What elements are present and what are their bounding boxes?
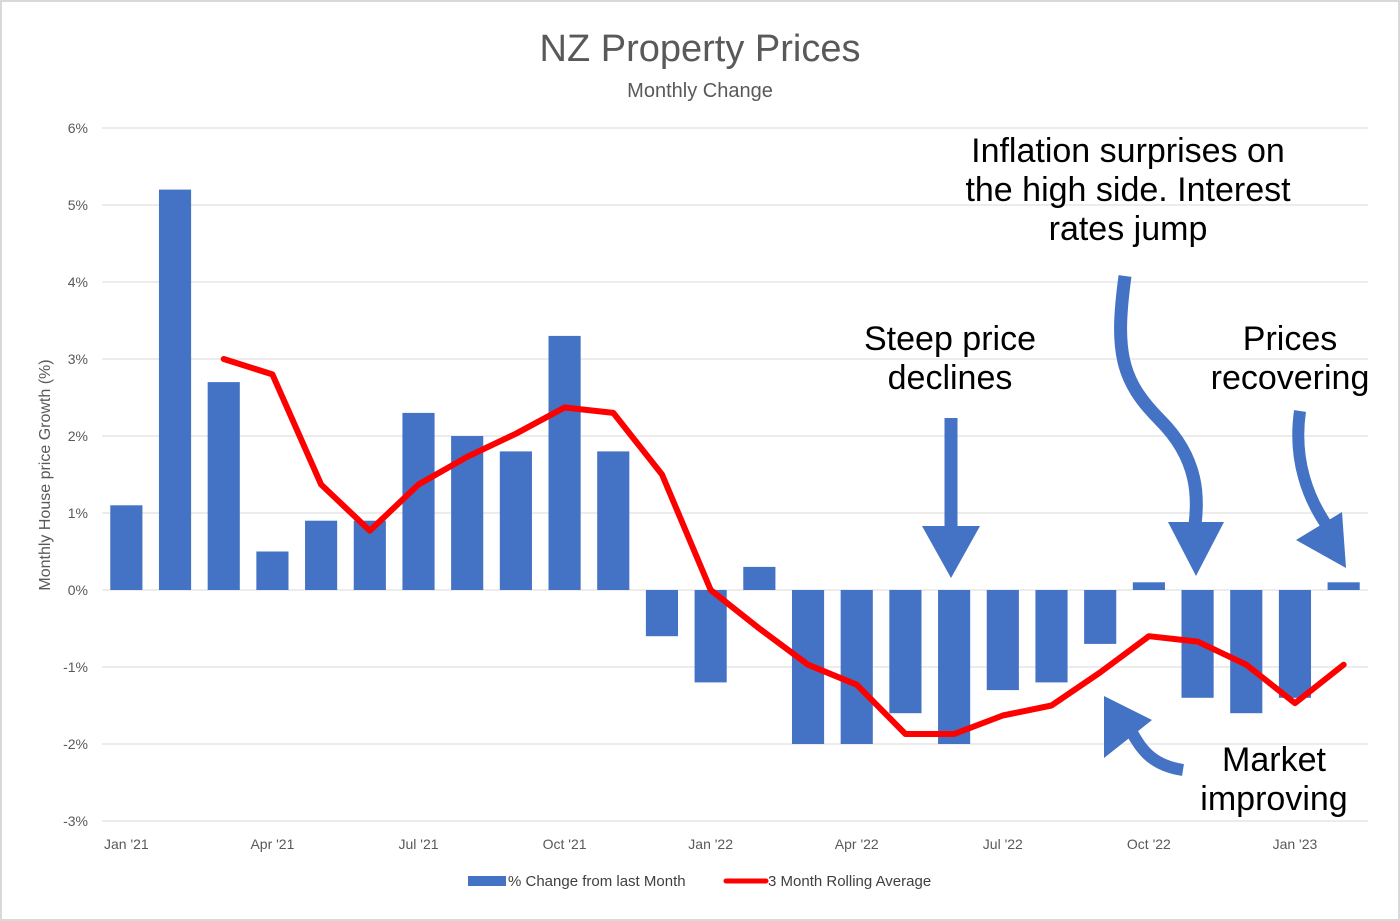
y-tick-label: -3%	[63, 813, 88, 829]
annotation-market-line2: improving	[1200, 780, 1347, 818]
bar	[889, 590, 922, 714]
bar	[402, 412, 435, 590]
x-tick-label: Oct '22	[1127, 836, 1171, 852]
y-tick-label: -2%	[63, 736, 88, 752]
annotations: Inflation surprises on the high side. In…	[864, 132, 1369, 818]
bar-series	[110, 189, 1360, 744]
annotation-recovering-line2: recovering	[1211, 359, 1370, 397]
x-tick-label: Jan '22	[688, 836, 733, 852]
x-tick-label: Jan '21	[104, 836, 149, 852]
chart-subtitle: Monthly Change	[627, 80, 773, 102]
annotation-steep-line1: Steep price	[864, 320, 1036, 358]
bar	[1230, 590, 1263, 714]
bar	[1327, 582, 1360, 590]
bar	[597, 451, 630, 590]
x-tick-label: Oct '21	[543, 836, 587, 852]
bar	[305, 520, 338, 590]
bar	[1084, 590, 1117, 644]
legend-bar-swatch	[468, 876, 506, 886]
annotation-steep-line2: declines	[888, 359, 1013, 397]
annotation-arrows	[922, 275, 1346, 776]
bar	[207, 382, 240, 590]
bar	[548, 335, 581, 590]
arrow-recovering-shaft	[1292, 410, 1335, 534]
arrow-market-head	[1104, 696, 1152, 758]
annotation-inflation-line3: rates jump	[1049, 210, 1208, 248]
y-tick-label: 5%	[68, 197, 88, 213]
x-tick-label: Jul '22	[983, 836, 1023, 852]
arrow-steep-declines-head	[922, 526, 980, 578]
y-tick-label: 4%	[68, 274, 88, 290]
y-tick-label: 6%	[68, 120, 88, 136]
arrow-inflation-head	[1168, 522, 1224, 576]
legend: % Change from last Month 3 Month Rolling…	[468, 873, 931, 890]
y-tick-label: 3%	[68, 351, 88, 367]
annotation-market-line1: Market	[1222, 741, 1326, 779]
y-tick-label: -1%	[63, 659, 88, 675]
y-tick-label: 0%	[68, 582, 88, 598]
x-tick-label: Jan '23	[1273, 836, 1318, 852]
bar	[743, 566, 776, 590]
bar	[1035, 590, 1068, 683]
annotation-inflation-line2: the high side. Interest	[965, 171, 1291, 209]
y-tick-label: 2%	[68, 428, 88, 444]
bar	[840, 590, 873, 744]
bar	[694, 590, 727, 683]
x-tick-label: Apr '21	[250, 836, 294, 852]
y-tick-labels: 6% 5% 4% 3% 2% 1% 0% -1% -2% -3%	[63, 120, 88, 829]
bar	[110, 505, 143, 590]
bar	[1132, 582, 1165, 590]
legend-line-label: 3 Month Rolling Average	[768, 873, 931, 890]
bar	[986, 590, 1019, 691]
bar	[938, 590, 971, 744]
bar	[499, 451, 532, 590]
bar	[645, 590, 679, 637]
x-tick-label: Apr '22	[835, 836, 879, 852]
x-tick-label: Jul '21	[398, 836, 438, 852]
legend-bar-label: % Change from last Month	[508, 873, 686, 890]
y-axis-label: Monthly House price Growth (%)	[37, 359, 54, 590]
bar	[1278, 590, 1312, 698]
bar	[256, 551, 289, 590]
arrow-recovering-head	[1296, 512, 1346, 568]
y-tick-label: 1%	[68, 505, 88, 521]
x-tick-labels: Jan '21 Apr '21 Jul '21 Oct '21 Jan '22 Apr '…	[104, 836, 1318, 852]
chart-title: NZ Property Prices	[539, 28, 861, 70]
bar	[158, 189, 192, 590]
rolling-average-line	[220, 356, 1347, 737]
arrow-inflation-shaft	[1114, 275, 1203, 526]
gridlines	[102, 127, 1368, 822]
annotation-inflation-line1: Inflation surprises on	[971, 132, 1285, 170]
annotation-recovering-line1: Prices	[1243, 320, 1337, 358]
line-series	[220, 356, 1347, 737]
